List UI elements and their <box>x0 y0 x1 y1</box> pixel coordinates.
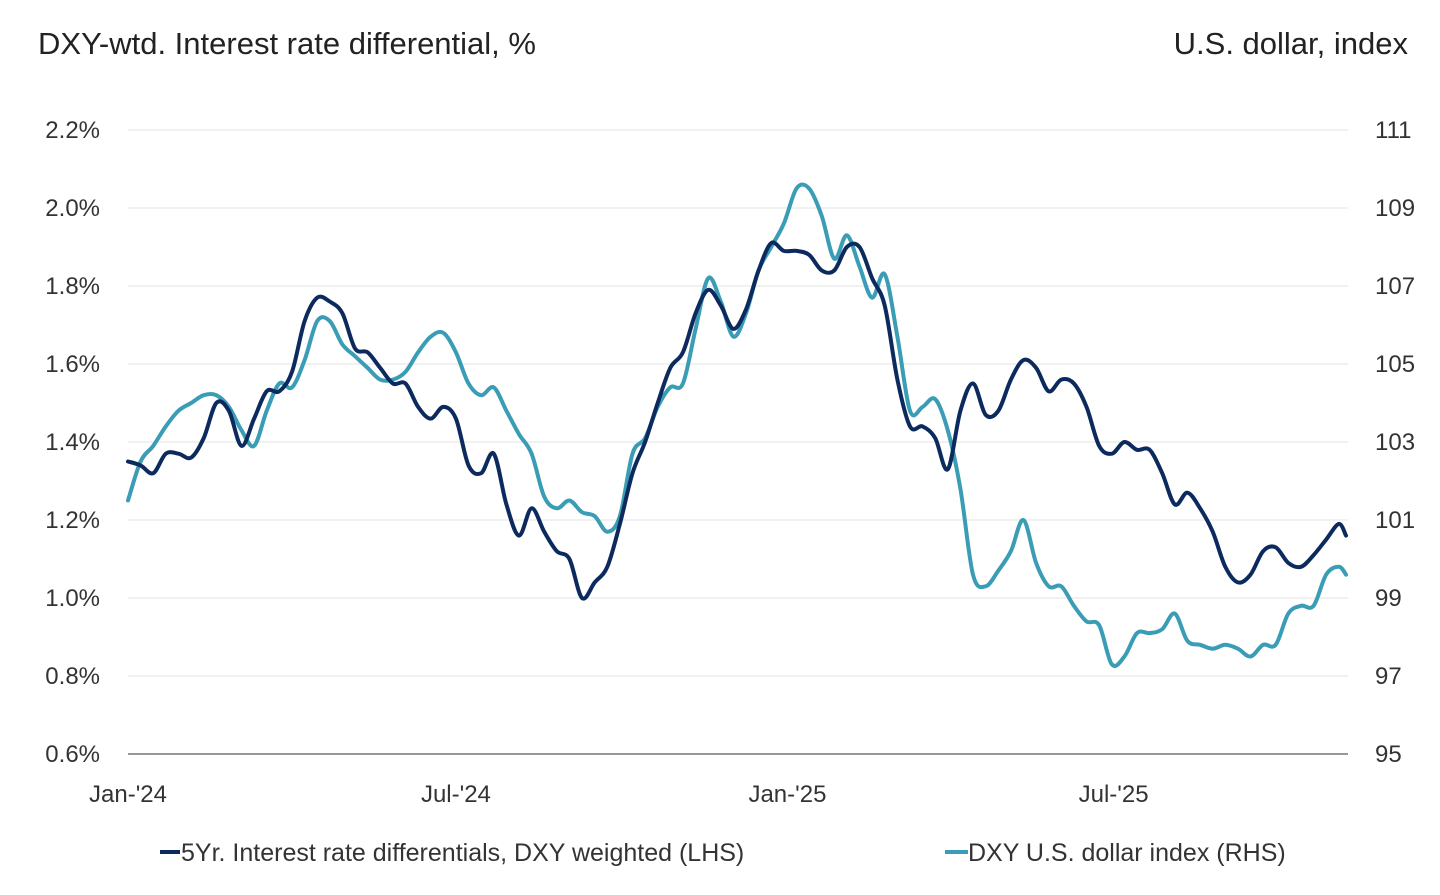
right-axis-ticks: 95 97 99 101 103 105 107 109 111 <box>1375 117 1415 768</box>
x-axis-ticks: Jan-'24 Jul-'24 Jan-'25 Jul-'25 <box>89 781 1149 808</box>
right-tick-label: 97 <box>1375 663 1402 690</box>
right-tick-label: 105 <box>1375 351 1415 378</box>
left-tick-label: 1.0% <box>45 585 100 612</box>
x-tick-label: Jan-'25 <box>748 781 826 808</box>
legend-label-dxy-index: DXY U.S. dollar index (RHS) <box>968 839 1286 867</box>
right-tick-label: 111 <box>1375 117 1411 144</box>
right-tick-label: 109 <box>1375 195 1415 222</box>
legend-label-rate-differential: 5Yr. Interest rate differentials, DXY we… <box>181 839 744 867</box>
right-tick-label: 103 <box>1375 429 1415 456</box>
x-tick-label: Jul-'25 <box>1079 781 1149 808</box>
left-tick-label: 2.0% <box>45 195 100 222</box>
rate-differential-line <box>126 240 1348 601</box>
right-axis-title: U.S. dollar, index <box>1174 26 1409 61</box>
left-tick-label: 1.6% <box>45 351 100 378</box>
left-tick-label: 1.8% <box>45 273 100 300</box>
left-tick-label: 0.8% <box>45 663 100 690</box>
x-tick-label: Jan-'24 <box>89 781 167 808</box>
left-tick-label: 1.2% <box>45 507 100 534</box>
left-axis-ticks: 0.6% 0.8% 1.0% 1.2% 1.4% 1.6% 1.8% 2.0% 2.2% <box>45 117 100 768</box>
legend-item-rate-differential: 5Yr. Interest rate differentials, DXY we… <box>160 839 744 867</box>
legend: 5Yr. Interest rate differentials, DXY we… <box>160 839 1286 867</box>
right-tick-label: 95 <box>1375 741 1402 768</box>
right-tick-label: 101 <box>1375 507 1415 534</box>
gridlines <box>128 129 1348 677</box>
series-lines <box>126 182 1348 668</box>
left-tick-label: 0.6% <box>45 741 100 768</box>
legend-item-dxy-index: DXY U.S. dollar index (RHS) <box>945 839 1286 867</box>
left-tick-label: 2.2% <box>45 117 100 144</box>
dxy-index-line <box>126 182 1348 668</box>
x-tick-label: Jul-'24 <box>421 781 491 808</box>
right-tick-label: 107 <box>1375 273 1415 300</box>
left-tick-label: 1.4% <box>45 429 100 456</box>
right-tick-label: 99 <box>1375 585 1402 612</box>
left-axis-title: DXY-wtd. Interest rate differential, % <box>38 26 536 61</box>
